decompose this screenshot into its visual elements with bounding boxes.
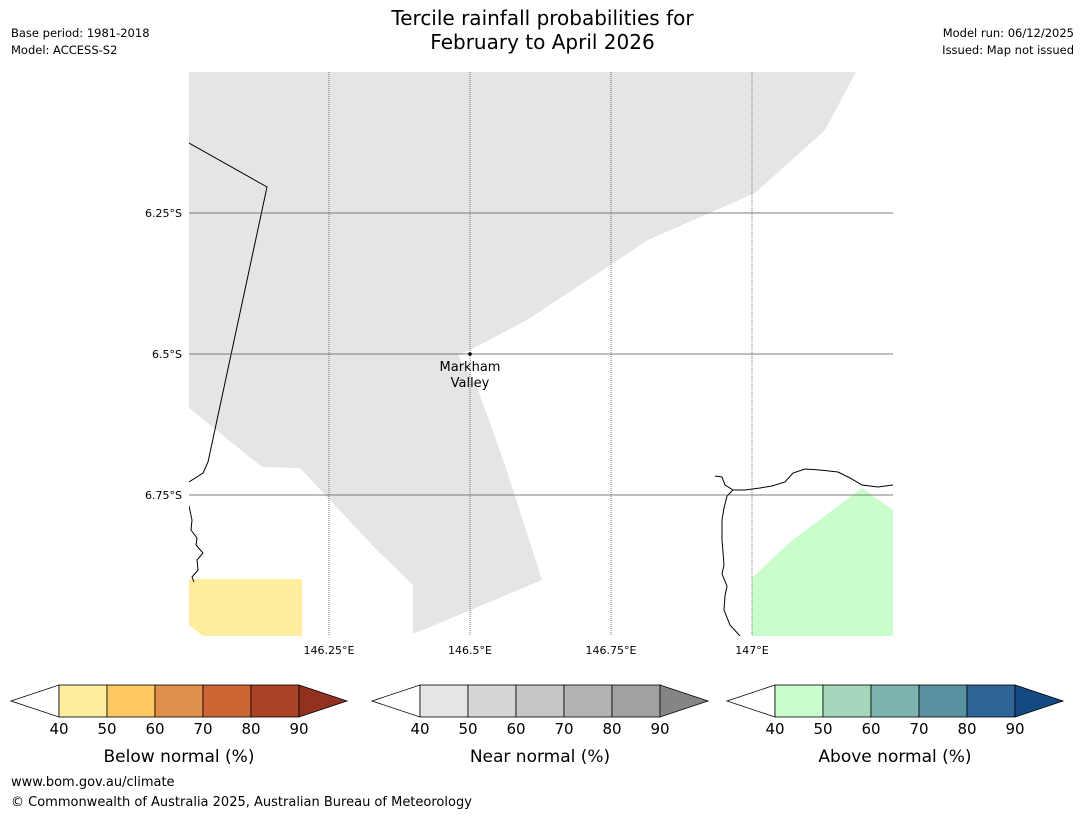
legend-below-cell: [106, 684, 156, 718]
lat-label-6-25: 6.25°S: [145, 207, 182, 220]
legend-tick-label: 90: [1005, 720, 1024, 738]
legend-below-cell: [202, 684, 252, 718]
legend-tick-label: 90: [289, 720, 308, 738]
legend-tick-label: 70: [554, 720, 573, 738]
legend-tick-label: 60: [145, 720, 164, 738]
legend-tick-label: 80: [957, 720, 976, 738]
lon-label-146-25: 146.25°E: [304, 644, 355, 657]
metadata-left: Base period: 1981-2018 Model: ACCESS-S2: [11, 25, 150, 59]
lon-label-146-75: 146.75°E: [586, 644, 637, 657]
legend-colorbars: 40 50 60 70 80 90 Below normal (%) 40 50 60 70 80 90…: [9, 684, 1065, 767]
legend-near-max-extension: [659, 684, 710, 718]
lon-labels: 146.25°E 146.5°E 146.75°E 147°E: [304, 644, 769, 657]
lon-label-147: 147°E: [735, 644, 768, 657]
legend-tick-label: 80: [241, 720, 260, 738]
legend-above-normal: 40 50 60 70 80 90 Above normal (%): [725, 684, 1065, 767]
legend-above-min-extension: [725, 684, 776, 718]
border-line: [189, 142, 268, 483]
legend-above-cell: [918, 684, 968, 718]
legend-below-cell: [154, 684, 204, 718]
legend-above-cell: [774, 684, 824, 718]
legend-below-cell: [250, 684, 300, 718]
legend-above-cell: [966, 684, 1016, 718]
legend-above-max-extension: [1014, 684, 1065, 718]
legend-below-min-extension: [9, 684, 60, 718]
legend-near-cell: [515, 684, 565, 718]
base-period: Base period: 1981-2018: [11, 26, 150, 40]
west-coast: [189, 505, 204, 583]
lat-labels: 6.25°S 6.5°S 6.75°S: [145, 207, 182, 502]
legend-below-normal: 40 50 60 70 80 90 Below normal (%): [9, 684, 349, 767]
legend-tick-label: 70: [193, 720, 212, 738]
east-coast: [714, 468, 893, 636]
lat-label-6-75: 6.75°S: [145, 489, 182, 502]
legend-tick-label: 40: [765, 720, 784, 738]
title-line-2: February to April 2026: [430, 30, 655, 54]
lon-label-146-5: 146.5°E: [448, 644, 492, 657]
legend-tick-label: 50: [97, 720, 116, 738]
legend-near-min-extension: [370, 684, 421, 718]
legend-above-title: Above normal (%): [818, 747, 971, 767]
legend-tick-label: 60: [861, 720, 880, 738]
legend-below-max-extension: [298, 684, 349, 718]
legend-tick-label: 80: [602, 720, 621, 738]
map-title: Tercile rainfall probabilities for Febru…: [0, 6, 1085, 54]
legend-tick-label: 60: [506, 720, 525, 738]
legend-below-cell: [58, 684, 108, 718]
title-line-1: Tercile rainfall probabilities for: [391, 6, 694, 30]
legend-tick-label: 40: [410, 720, 429, 738]
legend-near-cell: [611, 684, 661, 718]
lat-label-6-5: 6.5°S: [152, 348, 182, 361]
place-name-line-2: Valley: [451, 376, 490, 391]
legend-tick-label: 70: [909, 720, 928, 738]
legend-near-cell: [467, 684, 517, 718]
footer-copyright: © Commonwealth of Australia 2025, Austra…: [11, 795, 472, 810]
legend-above-cell: [822, 684, 872, 718]
legend-above-cell: [870, 684, 920, 718]
legend-tick-label: 50: [813, 720, 832, 738]
model-run: Model run: 06/12/2025: [942, 26, 1074, 40]
above-normal-region: [752, 488, 893, 636]
legend-near-title: Near normal (%): [470, 747, 610, 767]
footer-url: www.bom.gov.au/climate: [11, 775, 175, 790]
legend-near-normal: 40 50 60 70 80 90 Near normal (%): [370, 684, 710, 767]
map-area: Markham Valley: [189, 72, 893, 636]
place-name-line-1: Markham: [440, 360, 501, 375]
near-normal-region: [189, 72, 856, 634]
below-normal-region: [189, 579, 302, 636]
legend-near-cell: [563, 684, 613, 718]
legend-near-cell: [419, 684, 469, 718]
model-name: Model: ACCESS-S2: [11, 43, 118, 57]
coastline: [189, 142, 893, 636]
legend-tick-label: 50: [458, 720, 477, 738]
markham-valley-marker: [468, 352, 472, 356]
issued-status: Issued: Map not issued: [942, 43, 1074, 57]
legend-tick-label: 40: [49, 720, 68, 738]
legend-below-title: Below normal (%): [104, 747, 255, 767]
legend-tick-label: 90: [650, 720, 669, 738]
metadata-right: Model run: 06/12/2025 Issued: Map not is…: [942, 25, 1074, 59]
